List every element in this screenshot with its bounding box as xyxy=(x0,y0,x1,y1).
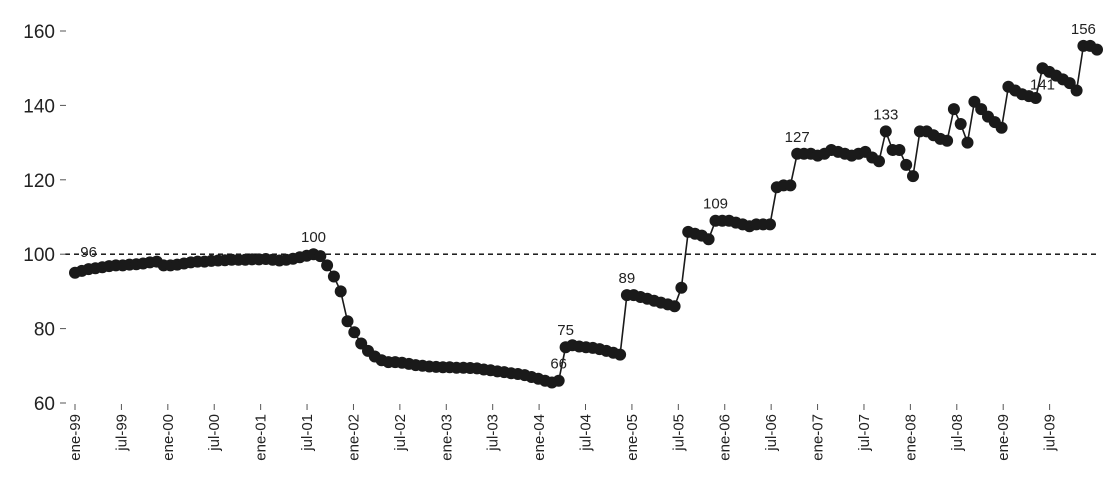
data-label: 75 xyxy=(557,322,574,339)
data-point xyxy=(764,218,776,231)
x-tick-label: jul-07 xyxy=(856,414,873,452)
x-tick-label: ene-05 xyxy=(624,414,641,461)
x-tick-label: ene-99 xyxy=(67,414,84,461)
data-point xyxy=(314,250,327,263)
data-point xyxy=(341,315,354,328)
y-tick-label: 100 xyxy=(23,245,55,266)
data-point xyxy=(1091,43,1103,56)
data-point xyxy=(784,179,797,192)
x-tick-label: ene-06 xyxy=(717,414,734,461)
x-tick-label: jul-99 xyxy=(113,414,130,452)
data-point xyxy=(675,281,688,294)
data-label: 127 xyxy=(785,129,810,146)
x-tick-label: jul-06 xyxy=(763,414,780,452)
series-points xyxy=(69,39,1103,389)
data-point xyxy=(879,125,892,138)
x-tick-label: jul-09 xyxy=(1042,414,1059,452)
data-point xyxy=(702,233,715,246)
data-point xyxy=(552,374,565,387)
x-tick-label: jul-01 xyxy=(299,414,316,452)
x-tick-label: ene-03 xyxy=(438,414,455,461)
data-label: 109 xyxy=(703,196,728,213)
data-label: 133 xyxy=(873,106,898,123)
x-tick-label: jul-02 xyxy=(392,414,409,452)
y-tick-label: 80 xyxy=(34,320,55,341)
data-point xyxy=(907,170,919,183)
y-tick-label: 120 xyxy=(23,171,55,192)
x-axis: ene-99 jul-99 ene-00 jul-00 ene-01 jul-01 ene-… xyxy=(67,404,1059,461)
x-tick-label: jul-04 xyxy=(578,414,595,452)
x-tick-label: ene-01 xyxy=(253,414,270,461)
data-point xyxy=(321,259,334,272)
x-tick-label: jul-05 xyxy=(670,414,687,452)
x-tick-label: jul-03 xyxy=(485,414,502,452)
x-tick-label: ene-04 xyxy=(531,414,548,461)
data-label: 141 xyxy=(1030,77,1055,94)
x-tick-label: ene-02 xyxy=(345,414,362,461)
data-point xyxy=(954,118,967,130)
x-tick-label: ene-07 xyxy=(810,414,827,461)
x-tick-label: jul-00 xyxy=(206,414,223,452)
series-line xyxy=(74,45,1098,384)
x-tick-label: ene-00 xyxy=(160,414,177,461)
y-tick-label: 140 xyxy=(23,96,55,117)
data-point xyxy=(893,144,906,156)
data-point xyxy=(961,136,974,149)
x-tick-label: ene-08 xyxy=(902,414,919,461)
data-point xyxy=(327,270,340,283)
data-point xyxy=(1070,84,1083,97)
y-tick-label: 160 xyxy=(23,22,55,43)
data-point xyxy=(334,285,347,298)
data-point xyxy=(873,155,885,168)
x-tick-label: ene-09 xyxy=(995,414,1012,461)
data-label: 66 xyxy=(550,356,567,373)
data-label: 156 xyxy=(1071,21,1096,38)
data-label: 100 xyxy=(301,229,326,246)
data-point xyxy=(1029,92,1042,104)
data-point xyxy=(995,121,1008,134)
data-label: 89 xyxy=(619,270,636,287)
data-label: 96 xyxy=(80,244,97,261)
y-tick-label: 60 xyxy=(34,394,55,415)
data-labels: 96 100 66 75 89 109 127 133 141 156 xyxy=(80,21,1096,373)
data-point xyxy=(614,348,627,361)
x-tick-label: jul-08 xyxy=(949,414,966,452)
y-axis: 60 80 100 120 140 160 xyxy=(23,22,66,415)
data-point xyxy=(900,158,913,171)
data-point xyxy=(941,134,954,147)
data-point xyxy=(947,103,960,116)
data-point xyxy=(668,300,681,313)
data-point xyxy=(348,326,361,339)
